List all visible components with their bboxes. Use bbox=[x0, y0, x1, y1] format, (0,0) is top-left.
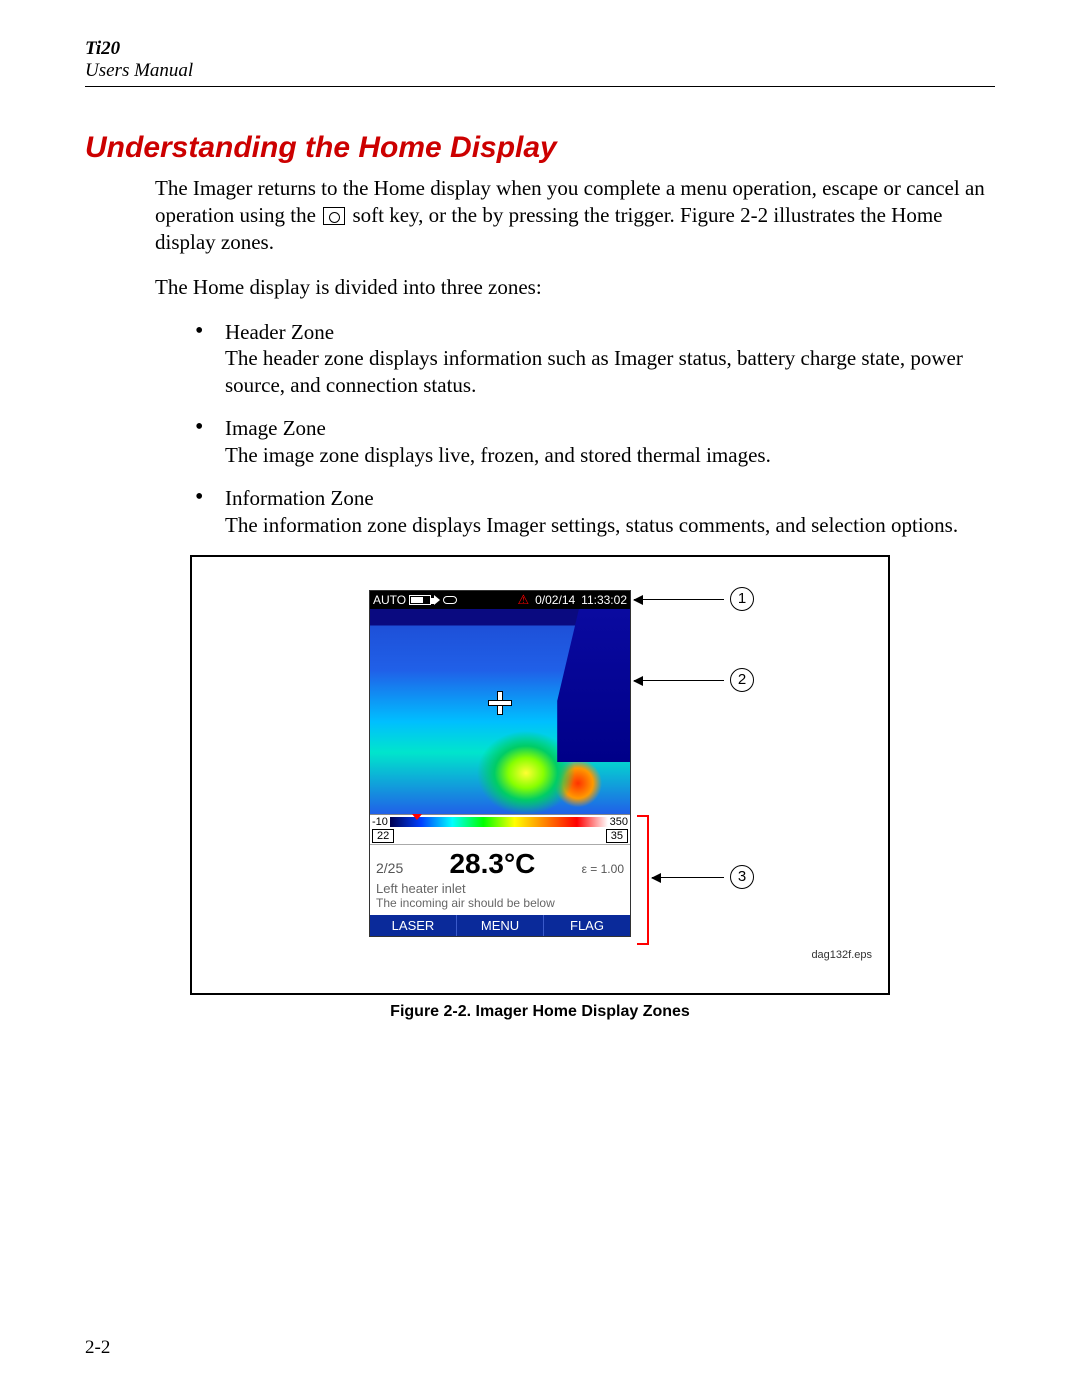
temperature-scale: -10 350 22 35 bbox=[370, 814, 630, 844]
callout-2-arrow bbox=[634, 680, 724, 682]
section-title: Understanding the Home Display bbox=[85, 131, 995, 165]
zone-item-info: Information Zone The information zone di… bbox=[195, 485, 995, 539]
mode-label: AUTO bbox=[373, 593, 406, 607]
callout-1: 1 bbox=[730, 587, 754, 611]
crosshair-icon bbox=[489, 692, 511, 714]
temperature-reading: 28.3°C bbox=[449, 848, 535, 880]
scale-min: -10 bbox=[372, 816, 388, 828]
intro-paragraph-2: The Home display is divided into three z… bbox=[155, 274, 995, 301]
zone-name: Header Zone bbox=[225, 320, 334, 344]
zone-name: Information Zone bbox=[225, 486, 374, 510]
callout-2: 2 bbox=[730, 668, 754, 692]
page-number: 2-2 bbox=[85, 1337, 110, 1359]
range-low-box: 22 bbox=[372, 829, 394, 843]
zone-desc: The information zone displays Imager set… bbox=[225, 513, 958, 537]
zone-desc: The image zone displays live, frozen, an… bbox=[225, 443, 771, 467]
callout-1-arrow bbox=[634, 599, 724, 601]
time-label: 11:33:02 bbox=[581, 593, 627, 607]
scale-marker-icon bbox=[412, 814, 422, 820]
page-header: Ti20 Users Manual bbox=[85, 38, 995, 87]
intro-paragraph-1: The Imager returns to the Home display w… bbox=[155, 175, 995, 256]
eps-filename: dag132f.eps bbox=[811, 949, 872, 961]
image-counter: 2/25 bbox=[376, 860, 403, 876]
callout-3: 3 bbox=[730, 865, 754, 889]
range-high-box: 35 bbox=[606, 829, 628, 843]
figure-caption: Figure 2-2. Imager Home Display Zones bbox=[85, 1003, 995, 1021]
battery-icon bbox=[409, 595, 431, 605]
softkey-bar: LASER MENU FLAG bbox=[370, 915, 630, 936]
camera-softkey-icon bbox=[323, 207, 345, 225]
thermal-image-zone bbox=[370, 609, 630, 814]
power-plug-icon bbox=[434, 595, 440, 605]
emissivity-label: ε = 1.00 bbox=[582, 862, 624, 876]
zone3-bracket bbox=[637, 815, 649, 945]
softkey-menu[interactable]: MENU bbox=[457, 915, 544, 936]
info-zone: 2/25 28.3°C ε = 1.00 Left heater inlet T… bbox=[370, 844, 630, 915]
date-label: 0/02/14 bbox=[535, 593, 575, 607]
doc-subtitle: Users Manual bbox=[85, 60, 995, 82]
device-screen: AUTO ⚠ 0/02/14 11:33:02 -10 bbox=[369, 590, 631, 937]
figure-frame: AUTO ⚠ 0/02/14 11:33:02 -10 bbox=[190, 555, 890, 995]
zone-item-image: Image Zone The image zone displays live,… bbox=[195, 415, 995, 469]
doc-model: Ti20 bbox=[85, 38, 995, 60]
info-line-1: Left heater inlet bbox=[376, 881, 624, 896]
link-icon bbox=[443, 596, 457, 604]
zone-list: Header Zone The header zone displays inf… bbox=[195, 319, 995, 539]
warning-icon: ⚠ bbox=[517, 592, 529, 608]
scale-max: 350 bbox=[610, 816, 628, 828]
zone-item-header: Header Zone The header zone displays inf… bbox=[195, 319, 995, 400]
device-header-zone: AUTO ⚠ 0/02/14 11:33:02 bbox=[370, 591, 630, 609]
softkey-laser[interactable]: LASER bbox=[370, 915, 457, 936]
zone-desc: The header zone displays information suc… bbox=[225, 346, 963, 397]
softkey-flag[interactable]: FLAG bbox=[544, 915, 630, 936]
zone-name: Image Zone bbox=[225, 416, 326, 440]
info-line-2: The incoming air should be below bbox=[376, 896, 624, 910]
callout-3-arrow bbox=[652, 877, 724, 879]
color-gradient bbox=[390, 817, 608, 827]
